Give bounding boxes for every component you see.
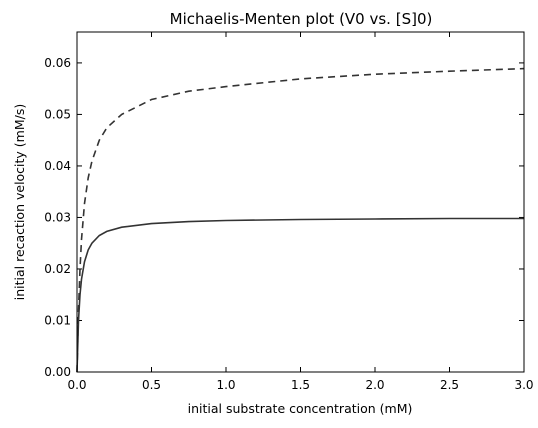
- chart-title: Michaelis-Menten plot (V0 vs. [S]0): [170, 10, 433, 28]
- y-tick-label: 0.00: [44, 365, 71, 379]
- x-tick-label: 0.5: [142, 378, 161, 392]
- y-tick-label: 0.06: [44, 56, 71, 70]
- x-tick-label: 3.0: [514, 378, 533, 392]
- x-tick-label: 0.0: [67, 378, 86, 392]
- y-tick-label: 0.03: [44, 210, 71, 224]
- plot-frame: [76, 31, 525, 373]
- y-tick-label: 0.02: [44, 262, 71, 276]
- x-tick-label: 1.0: [216, 378, 235, 392]
- x-tick-label: 2.5: [440, 378, 459, 392]
- y-axis-label: initial recaction velocity (mM/s): [12, 104, 27, 301]
- series-line-1-solid: [76, 217, 524, 373]
- x-axis-label: initial substrate concentration (mM): [188, 401, 413, 416]
- y-tick-label: 0.05: [44, 107, 71, 121]
- series-line-2-dashed: [76, 67, 525, 373]
- x-tick-label: 1.5: [291, 378, 310, 392]
- x-tick-label: 2.0: [365, 378, 384, 392]
- y-tick-label: 0.04: [44, 159, 71, 173]
- y-tick-label: 0.01: [44, 313, 71, 327]
